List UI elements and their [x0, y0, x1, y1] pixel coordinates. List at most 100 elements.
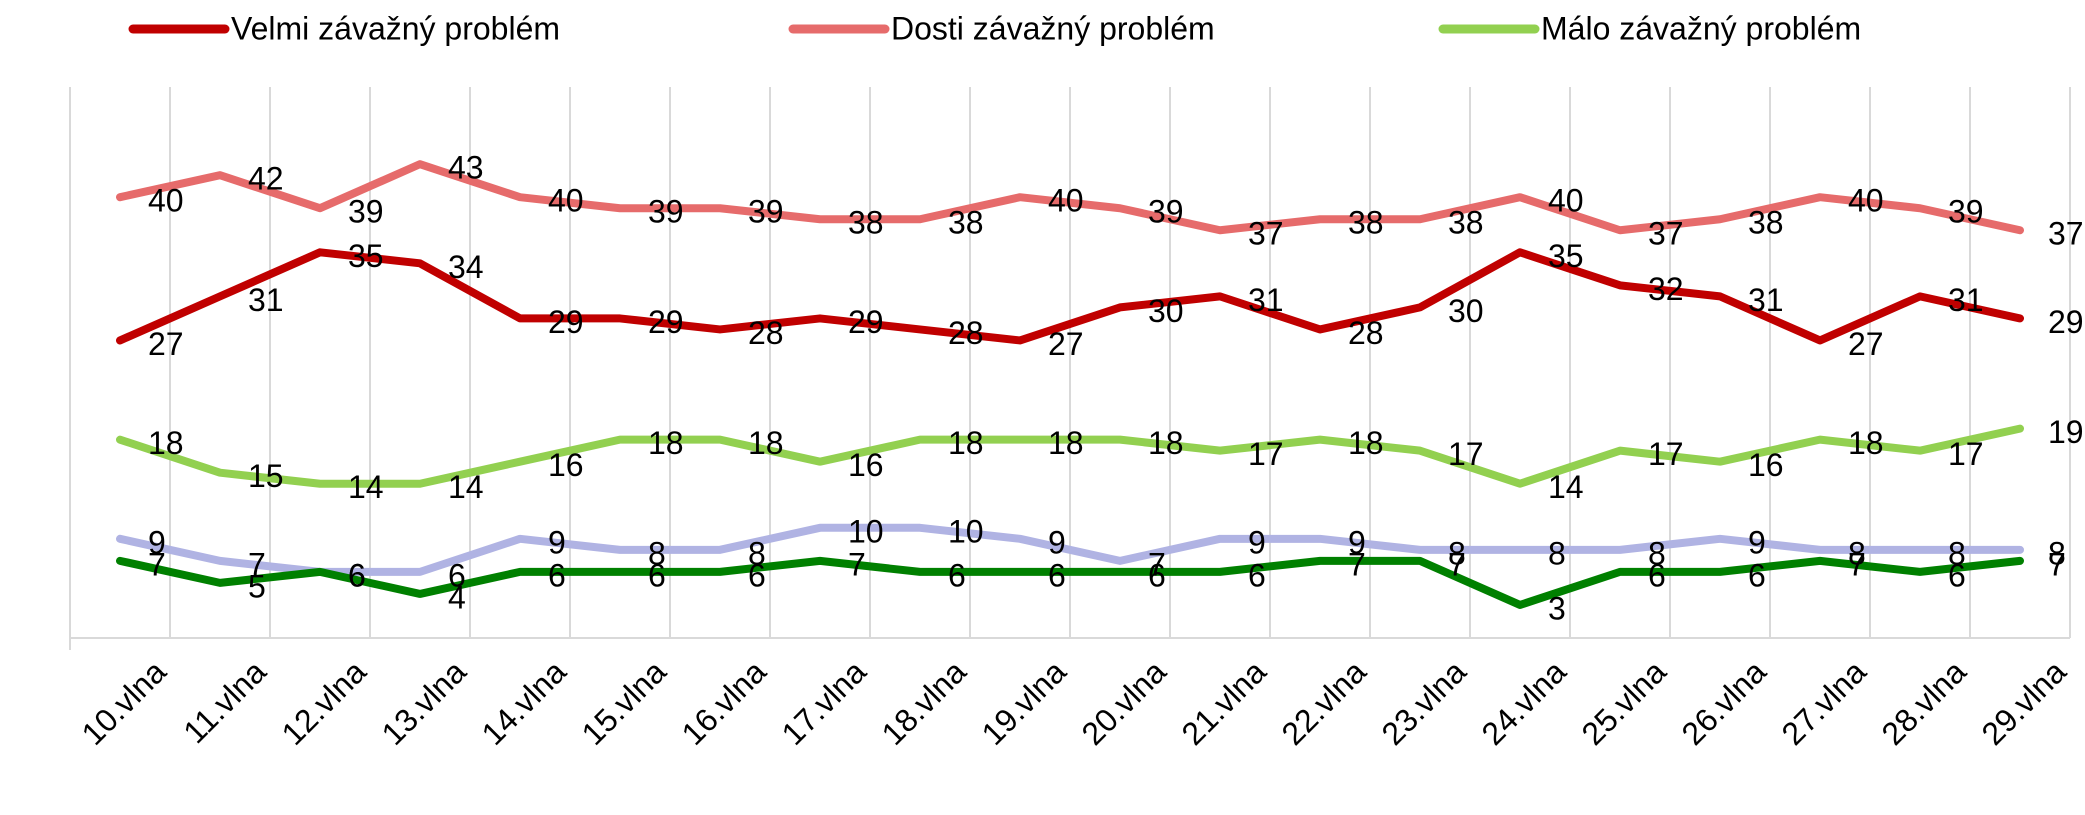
data-label: 9 — [548, 524, 566, 560]
data-label: 14 — [1548, 469, 1584, 505]
data-label: 18 — [1148, 425, 1184, 461]
data-label: 40 — [1048, 183, 1084, 219]
series-line — [116, 424, 2024, 488]
x-tick-label: 10.vlna — [75, 653, 174, 752]
data-label: 6 — [1948, 557, 1966, 593]
data-label: 16 — [1748, 447, 1784, 483]
data-label: 6 — [548, 557, 566, 593]
data-label: 31 — [1248, 282, 1284, 318]
series-line — [116, 556, 2024, 609]
data-label: 39 — [1948, 194, 1984, 230]
x-tick-label: 11.vlna — [176, 653, 273, 750]
data-label: 7 — [248, 546, 266, 582]
x-tick-label: 23.vlna — [1375, 653, 1474, 752]
data-label: 28 — [948, 315, 984, 351]
data-label: 38 — [1748, 205, 1784, 241]
data-label: 39 — [348, 194, 384, 230]
data-label: 32 — [1648, 271, 1684, 307]
x-tick-label: 26.vlna — [1675, 653, 1774, 752]
data-label: 42 — [248, 161, 284, 197]
x-tick-label: 27.vlna — [1775, 653, 1874, 752]
data-label: 8 — [1548, 535, 1566, 571]
data-label: 29 — [648, 304, 684, 340]
data-label: 34 — [448, 249, 484, 285]
data-label: 8 — [648, 535, 666, 571]
data-label: 18 — [948, 425, 984, 461]
x-tick-label: 25.vlna — [1575, 653, 1674, 752]
data-label: 18 — [1048, 425, 1084, 461]
data-label: 19 — [2048, 414, 2084, 450]
data-label: 7 — [1148, 546, 1166, 582]
data-label: 37 — [1248, 216, 1284, 252]
data-label: 17 — [1448, 436, 1484, 472]
data-label: 28 — [748, 315, 784, 351]
data-label: 43 — [448, 150, 484, 186]
data-label: 6 — [748, 557, 766, 593]
data-label: 6 — [348, 557, 366, 593]
data-label: 35 — [1548, 238, 1584, 274]
data-label: 37 — [2048, 216, 2084, 252]
data-label: 40 — [1848, 183, 1884, 219]
data-label: 6 — [648, 557, 666, 593]
data-label: 8 — [1448, 535, 1466, 571]
data-label: 7 — [1448, 546, 1466, 582]
data-label: 9 — [148, 524, 166, 560]
data-label: 7 — [848, 546, 866, 582]
data-label: 39 — [748, 194, 784, 230]
x-tick-label: 15.vlna — [575, 653, 674, 752]
data-label: 8 — [748, 535, 766, 571]
data-label: 8 — [2048, 535, 2066, 571]
data-label: 9 — [1748, 524, 1766, 560]
x-tick-label: 13.vlna — [375, 653, 474, 752]
data-label: 9 — [1248, 524, 1266, 560]
series-line — [116, 523, 2024, 576]
data-label: 17 — [1248, 436, 1284, 472]
x-tick-label: 17.vlna — [775, 653, 874, 752]
data-label: 17 — [1648, 436, 1684, 472]
data-label: 38 — [848, 205, 884, 241]
data-label: 30 — [1148, 293, 1184, 329]
data-label: 40 — [1548, 183, 1584, 219]
data-label: 6 — [1148, 557, 1166, 593]
data-label: 6 — [1748, 557, 1766, 593]
data-label: 17 — [1948, 436, 1984, 472]
data-label: 31 — [1948, 282, 1984, 318]
data-label: 6 — [1048, 557, 1066, 593]
data-label: 10 — [948, 513, 984, 549]
data-label: 14 — [348, 469, 384, 505]
data-label: 29 — [548, 304, 584, 340]
data-label: 37 — [1648, 216, 1684, 252]
x-tick-label: 29.vlna — [1975, 653, 2074, 752]
data-label: 29 — [2048, 304, 2084, 340]
x-tick-label: 22.vlna — [1275, 653, 1374, 752]
x-tick-label: 18.vlna — [875, 653, 974, 752]
x-tick-label: 19.vlna — [975, 653, 1074, 752]
x-tick-label: 16.vlna — [675, 653, 774, 752]
data-label: 28 — [1348, 315, 1384, 351]
data-label: 14 — [448, 469, 484, 505]
data-label: 4 — [448, 579, 466, 615]
data-label: 7 — [2048, 546, 2066, 582]
data-label: 7 — [1848, 546, 1866, 582]
data-label: 31 — [248, 282, 284, 318]
data-label: 38 — [948, 205, 984, 241]
data-label: 8 — [1848, 535, 1866, 571]
data-label: 27 — [148, 326, 184, 362]
data-label: 18 — [748, 425, 784, 461]
data-label: 9 — [1048, 524, 1066, 560]
data-label: 27 — [1048, 326, 1084, 362]
data-label: 9 — [1348, 524, 1366, 560]
data-label: 8 — [1948, 535, 1966, 571]
data-label: 16 — [548, 447, 584, 483]
data-label: 39 — [1148, 194, 1184, 230]
x-tick-label: 20.vlna — [1075, 653, 1174, 752]
data-label: 3 — [1548, 590, 1566, 626]
data-label: 6 — [948, 557, 966, 593]
data-label: 18 — [148, 425, 184, 461]
data-label: 7 — [148, 546, 166, 582]
legend-label: Velmi závažný problém — [231, 10, 560, 46]
legend-label: Dosti závažný problém — [891, 10, 1215, 46]
data-label: 18 — [1848, 425, 1884, 461]
x-tick-label: 12.vlna — [275, 653, 374, 752]
